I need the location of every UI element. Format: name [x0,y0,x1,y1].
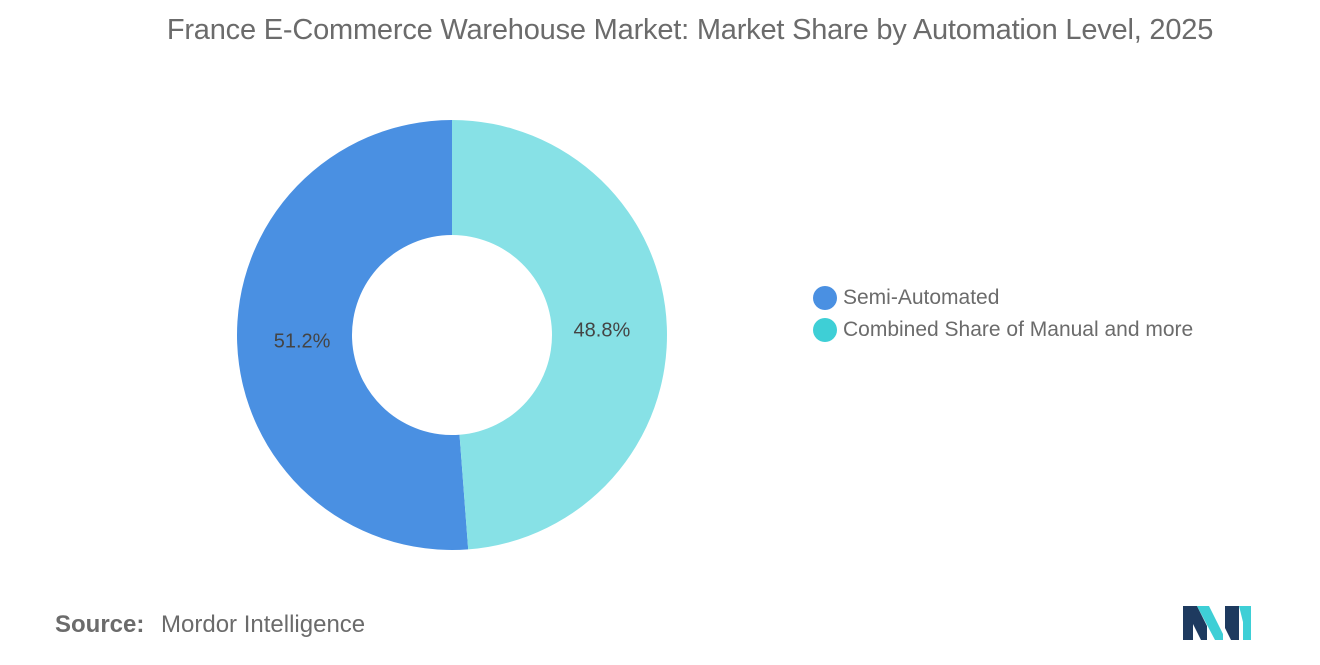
chart-legend: Semi-Automated Combined Share of Manual a… [813,282,1193,346]
logo-shape-accent [1239,606,1251,640]
donut-slice-semi-automated [236,120,469,550]
logo-shape-middle [1197,606,1223,640]
source-note: Source: Mordor Intelligence [55,611,365,639]
legend-swatch-icon [813,318,837,342]
legend-label: Combined Share of Manual and more [843,318,1194,341]
logo-shape-right [1225,606,1239,640]
slice-value-label: 51.2% [274,331,331,353]
legend-label: Semi-Automated [843,286,1000,309]
donut-slice-labels: 51.2% 48.8% [274,319,631,352]
legend-swatch-icon [813,286,837,310]
mordor-intelligence-logo-icon [1183,606,1251,640]
source-label: Source: [55,611,145,638]
source-value: Mordor Intelligence [161,611,366,638]
legend-item: Semi-Automated [813,282,1193,314]
chart-title: France E-Commerce Warehouse Market: Mark… [166,14,1214,46]
legend-item: Combined Share of Manual and more [813,314,1193,346]
logo-shape-left [1183,606,1207,640]
donut-slice-combined-share-of-manual-and-more [452,120,667,550]
slice-value-label: 48.8% [574,319,631,341]
donut-slices [236,120,667,550]
